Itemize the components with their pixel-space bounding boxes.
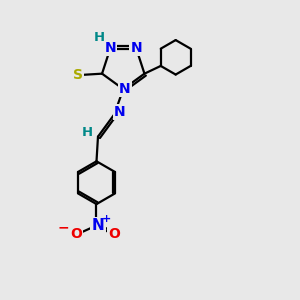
Text: H: H [82,126,93,139]
Text: S: S [73,68,83,82]
Text: −: − [57,221,69,235]
Text: O: O [108,227,120,241]
Text: N: N [130,40,142,55]
Text: N: N [104,40,116,55]
Text: O: O [70,227,82,241]
Text: H: H [93,31,104,44]
Text: N: N [92,218,104,233]
Text: N: N [114,105,125,119]
Text: +: + [102,214,112,224]
Text: N: N [119,82,130,96]
